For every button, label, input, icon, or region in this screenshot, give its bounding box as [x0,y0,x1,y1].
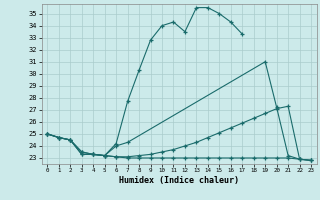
X-axis label: Humidex (Indice chaleur): Humidex (Indice chaleur) [119,176,239,185]
